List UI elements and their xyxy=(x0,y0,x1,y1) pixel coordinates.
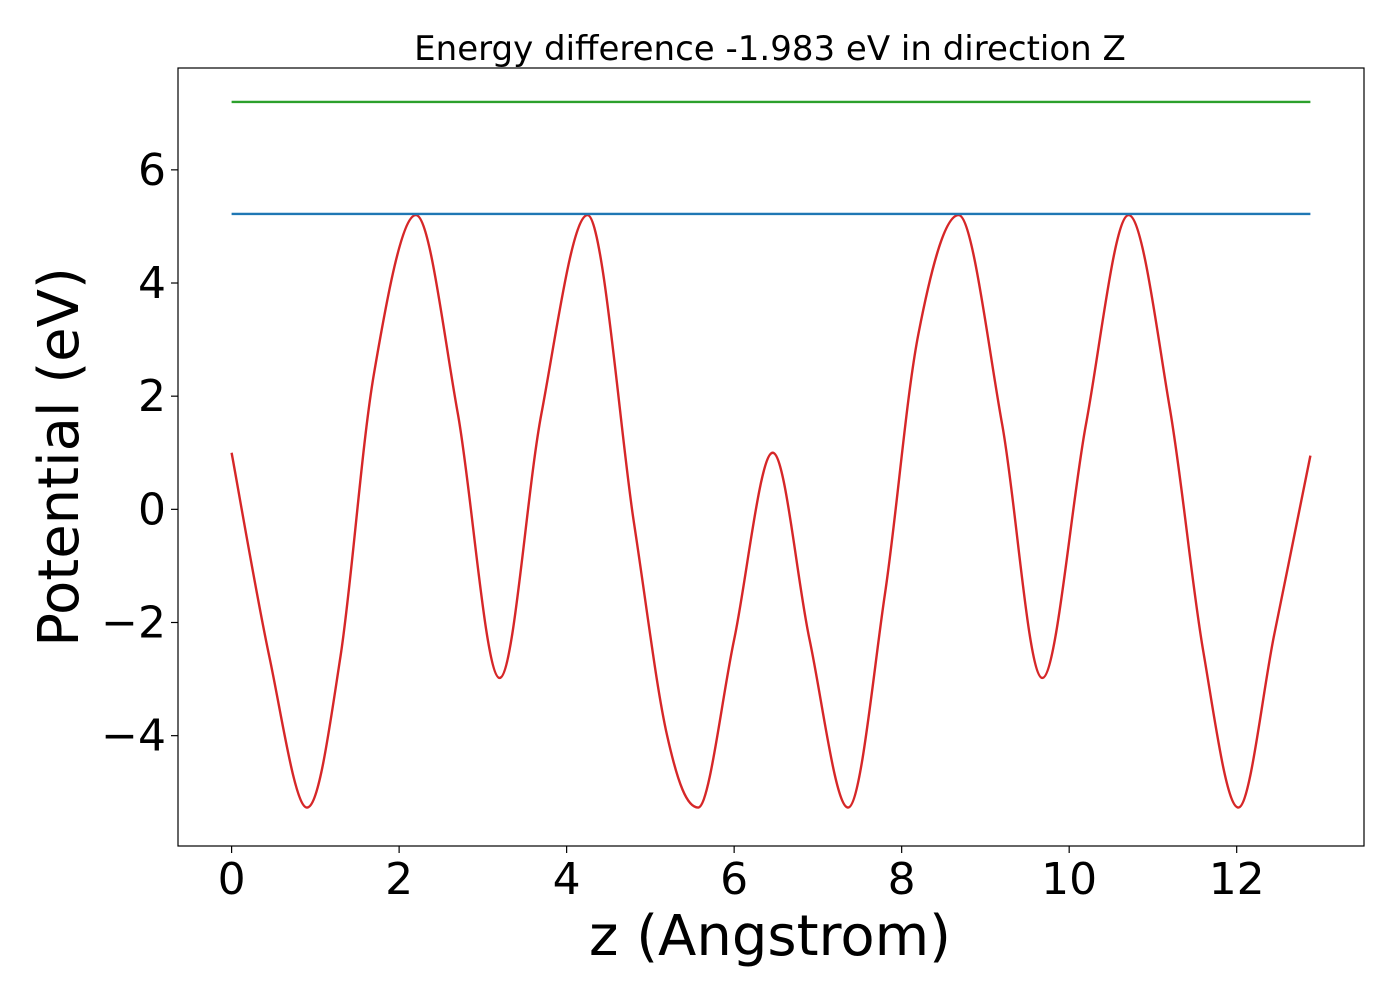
x-tick-label: 10 xyxy=(1041,854,1097,905)
x-tick-label: 2 xyxy=(385,854,413,905)
x-tick-label: 6 xyxy=(720,854,748,905)
y-tick-label: 6 xyxy=(138,145,166,196)
y-axis-label: Potential (eV) xyxy=(27,267,92,647)
x-tick-label: 8 xyxy=(888,854,916,905)
x-tick-label: 12 xyxy=(1209,854,1265,905)
y-tick-label: −2 xyxy=(101,598,166,649)
x-tick-label: 4 xyxy=(553,854,581,905)
y-tick-label: 0 xyxy=(138,484,166,535)
y-tick-label: −4 xyxy=(101,711,166,762)
y-tick-label: 4 xyxy=(138,258,166,309)
chart-title: Energy difference -1.983 eV in direction… xyxy=(414,29,1126,69)
series-line-1 xyxy=(230,213,1312,809)
plot-frame xyxy=(177,67,1365,847)
x-tick-label: 0 xyxy=(218,854,246,905)
x-axis: 0 2 4 6 8 10 12 xyxy=(218,846,1265,905)
plot-area xyxy=(230,100,1312,809)
y-axis: −4 −2 0 2 4 6 xyxy=(101,145,178,762)
x-axis-label: z (Angstrom) xyxy=(589,904,951,969)
y-tick-label: 2 xyxy=(138,371,166,422)
